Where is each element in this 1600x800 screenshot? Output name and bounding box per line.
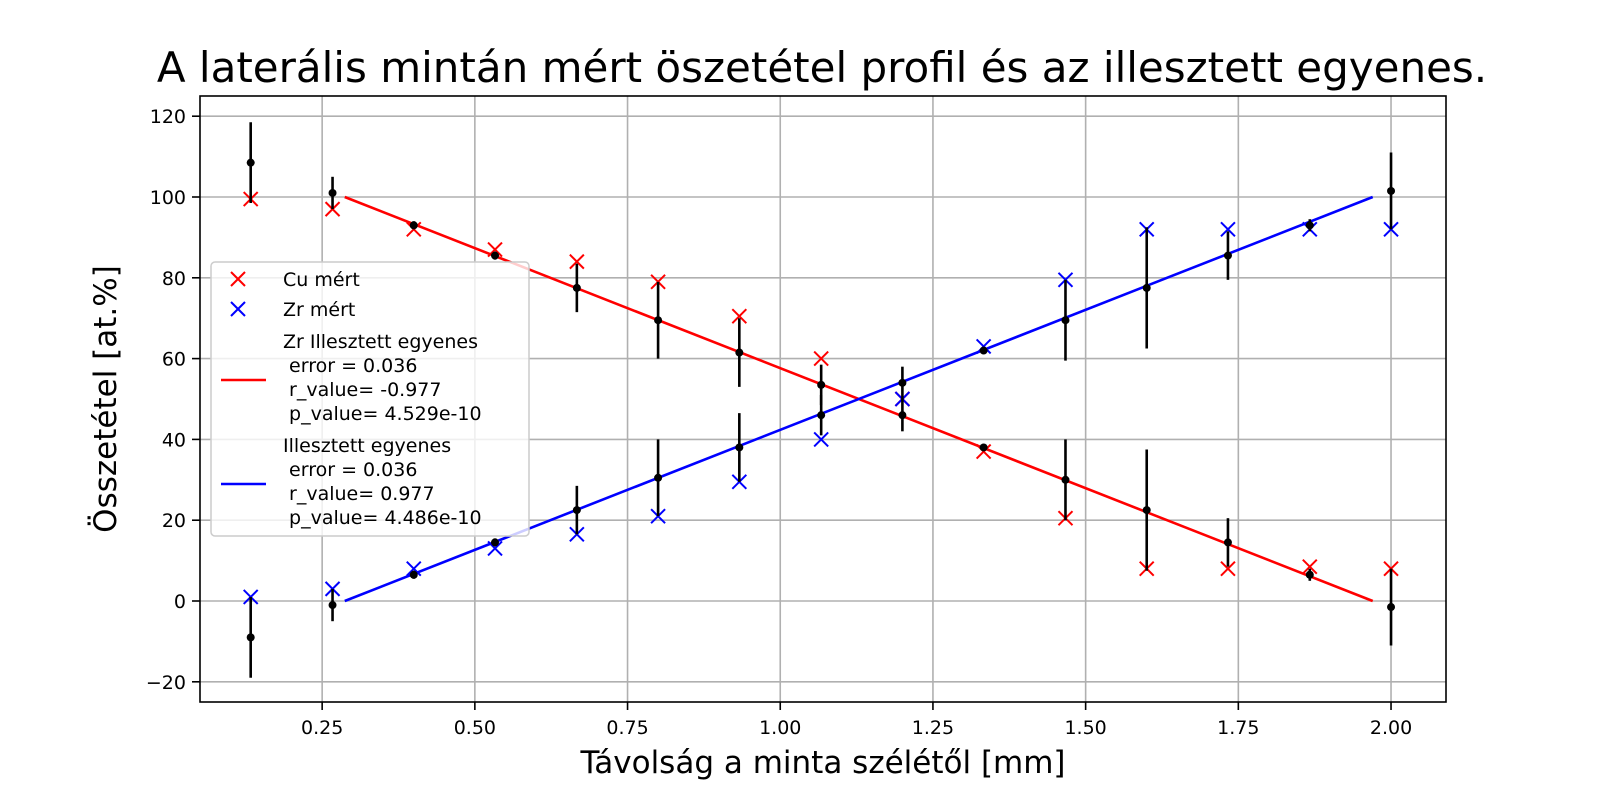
x-tick-label: 1.00: [759, 717, 801, 739]
cu-measured-point: [813, 350, 829, 367]
fit-value-point-upper: [491, 251, 500, 260]
fit-value-point-upper: [898, 378, 907, 387]
x-tick-label: 1.25: [912, 717, 954, 739]
cu-measured-point: [1220, 560, 1236, 577]
zr-measured-point: [975, 338, 992, 355]
x-tick-label: 0.50: [454, 717, 496, 739]
fit-value-point-upper: [328, 188, 337, 197]
fit-value-point-upper: [1142, 283, 1151, 292]
zr-measured-point: [813, 431, 829, 448]
fit-value-point-lower: [1305, 570, 1314, 579]
fit-value-point-upper: [1061, 316, 1070, 325]
legend-cu-marker: [230, 271, 246, 287]
y-tick-label: 20: [162, 510, 186, 532]
zr-measured-point: [406, 560, 422, 577]
fit-value-point-lower: [1223, 538, 1232, 547]
fit-value-point-lower: [735, 443, 744, 452]
fit-value-point-upper: [572, 283, 581, 292]
fit-value-point-lower: [246, 633, 255, 642]
axis-ticks: 0.25 0.50 0.75 1.00 1.25 1.50 1.75 2.00 −20 0 20 40…: [146, 106, 1412, 739]
fit-value-point-lower: [1387, 603, 1396, 612]
legend-zr-fit-text: error = 0.036: [283, 459, 417, 481]
legend-zr-label: Zr mért: [283, 299, 355, 321]
legend: Cu mért Zr mért Zr Illesztett egyenes erro…: [210, 261, 530, 537]
legend-zr-fit-text: r_value= 0.977: [283, 483, 435, 505]
fit-value-point-upper: [654, 316, 663, 325]
fit-value-point-lower: [654, 473, 663, 482]
fit-value-point-lower: [1061, 475, 1070, 484]
fit-value-point-upper: [1223, 251, 1232, 260]
x-tick-label: 2.00: [1370, 717, 1412, 739]
legend-cu-fit-text: p_value= 4.529e-10: [283, 403, 482, 425]
y-tick-label: 0: [174, 591, 186, 613]
legend-zr-fit-text: p_value= 4.486e-10: [283, 507, 482, 529]
legend-zr-fit-text: Illesztett egyenes: [283, 435, 451, 457]
fit-value-point-lower: [328, 601, 337, 610]
fit-value-point-lower: [979, 443, 988, 452]
legend-cu-fit-text: r_value= -0.977: [283, 379, 441, 401]
fit-value-point-lower: [898, 411, 907, 420]
y-axis-label: Összetétel [at.%]: [87, 265, 124, 533]
cu-measured-point: [975, 443, 992, 460]
legend-zr-marker: [230, 301, 246, 317]
y-tick-label: 60: [162, 349, 186, 371]
zr-measured-point: [1220, 221, 1236, 238]
legend-box: [210, 261, 530, 537]
zr-measured-point: [487, 540, 503, 557]
cu-measured-point: [731, 308, 748, 324]
y-tick-label: 100: [150, 187, 186, 209]
plot-frame: [199, 95, 1447, 703]
data-points: [242, 122, 1399, 678]
fit-value-point-lower: [1142, 506, 1151, 515]
y-tick-label: 80: [162, 268, 186, 290]
fit-value-point-upper: [979, 346, 988, 355]
y-tick-label: 40: [162, 429, 186, 451]
chart-title: A laterális mintán mért öszetétel profil…: [157, 43, 1487, 92]
cu-measured-point: [487, 241, 503, 258]
fit-value-point-upper: [1305, 221, 1314, 230]
cu-measured-point: [569, 253, 585, 270]
fit-value-point-lower: [572, 506, 581, 515]
fit-value-point-upper: [246, 158, 255, 167]
fit-value-point-lower: [409, 570, 418, 579]
x-tick-label: 1.75: [1217, 717, 1259, 739]
fit-value-point-upper: [1387, 186, 1396, 195]
fit-value-point-lower: [491, 538, 500, 547]
x-tick-label: 0.25: [301, 717, 343, 739]
fit-value-point-upper: [409, 221, 418, 230]
x-tick-label: 1.50: [1064, 717, 1106, 739]
y-tick-label: −20: [146, 672, 186, 694]
fit-value-point-lower: [817, 411, 826, 420]
cu-measured-point: [1302, 558, 1318, 575]
x-axis-label: Távolság a minta szélétől [mm]: [579, 745, 1065, 781]
legend-cu-label: Cu mért: [283, 269, 360, 291]
fit-value-point-upper: [817, 380, 826, 389]
fit-value-point-upper: [735, 348, 744, 357]
legend-cu-fit-text: Zr Illesztett egyenes: [283, 331, 478, 353]
y-tick-label: 120: [150, 106, 186, 128]
legend-cu-fit-text: error = 0.036: [283, 355, 417, 377]
x-tick-label: 0.75: [606, 717, 648, 739]
